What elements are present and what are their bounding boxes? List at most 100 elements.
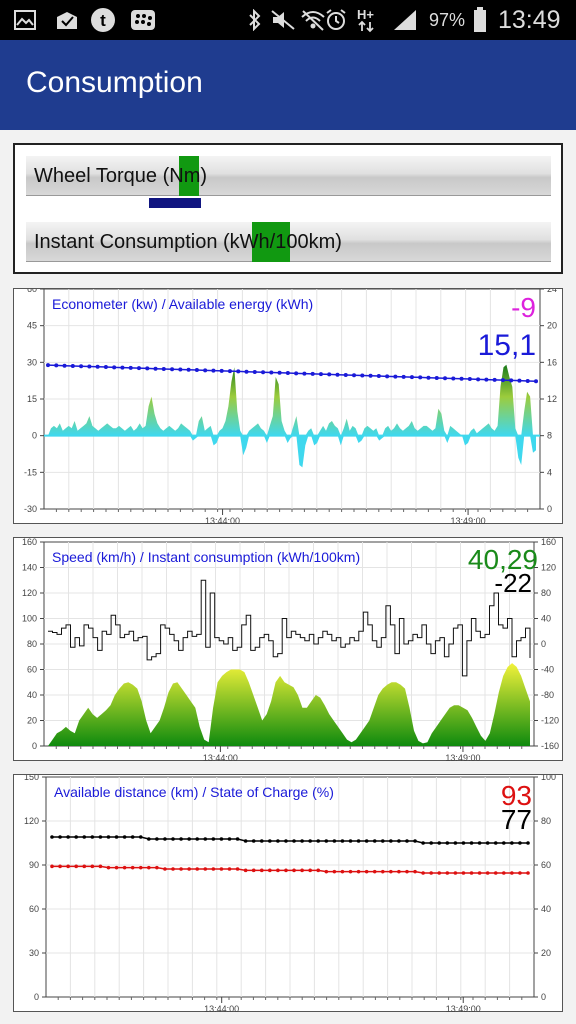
available-distance-point [187,867,191,871]
available-energy-point [459,376,464,381]
available-energy-point [62,363,67,368]
clock: 13:49 [498,6,561,34]
state-of-charge-point [437,841,442,845]
bluetooth-icon [244,0,266,40]
y-left-tick-label: 30 [27,357,37,367]
state-of-charge-point [300,839,304,843]
speed-chart-svg: 16014012010080604020016012080400-40-80-1… [22,538,559,762]
available-energy-value: 15,1 [478,329,536,362]
available-distance-point [397,869,401,874]
available-distance-point [219,867,224,871]
state-of-charge-point [292,839,296,843]
state-of-charge-point [171,837,175,841]
y-left-tick-label: 160 [22,538,37,547]
x-tick-label: 13:44:00 [205,516,240,525]
available-energy-point [194,368,199,373]
mail-check-icon [52,0,82,40]
state-of-charge-point [138,835,143,839]
y-right-tick-label: 0 [541,992,546,1002]
state-of-charge-point [163,837,167,841]
y-left-tick-label: 0 [32,741,37,751]
available-energy-point [79,364,84,369]
gallery-icon [10,0,40,40]
y-left-tick-label: 0 [32,431,37,441]
available-energy-point [534,379,538,384]
instant-consumption-button[interactable]: Instant Consumption (kWh/100km) [26,222,551,262]
available-distance-point [485,871,490,875]
speed-area [48,663,530,746]
hplus-data-icon: H+ [354,0,380,40]
state-of-charge-point [58,835,62,839]
available-energy-point [352,373,357,378]
y-right-tick-label: 60 [541,860,551,870]
available-energy-point [186,367,191,372]
y-right-tick-label: 120 [541,563,556,573]
wheel-torque-button[interactable]: Wheel Torque (Nm) [26,156,551,196]
available-energy-point [517,378,522,383]
state-of-charge-point [308,839,312,843]
state-of-charge-point [195,837,200,841]
y-left-tick-label: 60 [27,289,37,294]
econometer-chart[interactable]: 60 45 30 15 0 -15 -30 24 20 16 12 8 4 0 13:44:00 13:49:… [13,288,563,525]
alarm-icon [322,0,350,40]
available-distance-point [122,865,127,870]
available-energy-point [112,365,117,370]
y-left-tick-label: 120 [22,588,37,598]
y-right-tick-label: 0 [541,639,546,649]
y-right-tick-label: 80 [541,816,551,826]
econometer-chart-svg: 60 45 30 15 0 -15 -30 24 20 16 12 8 4 0 13:44:00 13:49:… [24,289,557,525]
available-distance-point [340,869,345,874]
available-distance-point [195,867,200,871]
state-of-charge-point [477,841,482,845]
state-of-charge-point [251,839,256,843]
y-left-tick-label: -15 [24,467,37,477]
available-distance-point [510,871,514,875]
available-distance-point [437,871,442,875]
y-left-tick-label: 120 [24,816,39,826]
y-left-tick-label: 15 [27,394,37,404]
available-distance-point [445,871,450,875]
available-distance-point [405,869,409,874]
state-of-charge-point [155,837,159,841]
state-of-charge-point [316,839,321,843]
state-of-charge-point [421,841,425,845]
y-left-tick-label: 140 [22,563,37,573]
state-of-charge-point [276,839,280,843]
y-right-tick-label: 40 [541,904,551,914]
available-distance-point [493,871,498,875]
speed-chart[interactable]: 160 140 120 100 80 60 40 20 0 160 120 80 40 0 -40 -80 -1… [13,537,563,762]
available-energy-point [219,368,224,373]
state-of-charge-point [510,841,514,845]
available-distance-point [58,864,62,869]
state-of-charge-point [284,839,288,843]
state-of-charge-point [268,839,272,843]
state-of-charge-value: 77 [501,804,532,835]
available-energy-point [120,365,125,370]
available-energy-point [294,371,299,376]
available-distance-point [74,864,79,869]
available-energy-point [426,375,431,380]
state-of-charge-point [445,841,450,845]
y-right-tick-label: -120 [541,716,559,726]
state-of-charge-point [372,839,377,843]
available-energy-point [401,374,406,379]
y-right-tick-label: 12 [547,394,557,404]
available-energy-point [244,369,249,374]
available-energy-point [136,366,141,371]
state-of-charge-point [243,839,248,843]
state-of-charge-point [259,839,264,843]
y-left-tick-label: 100 [22,614,37,624]
available-energy-point [277,370,282,375]
x-tick-label: 13:44:00 [203,753,238,762]
distance-chart[interactable]: 150 120 90 60 30 0 100 80 60 40 20 0 13:44:00 13:49:0… [13,774,563,1013]
available-energy-point [318,372,323,377]
available-energy-point [269,370,274,375]
available-distance-point [526,871,530,875]
state-of-charge-point [187,837,191,841]
available-energy-point [376,374,381,379]
state-of-charge-point [340,839,345,843]
available-distance-point [90,864,95,869]
chart-title: Available distance (km) / State of Charg… [54,784,334,800]
available-energy-point [385,374,390,379]
available-distance-point [227,867,232,871]
